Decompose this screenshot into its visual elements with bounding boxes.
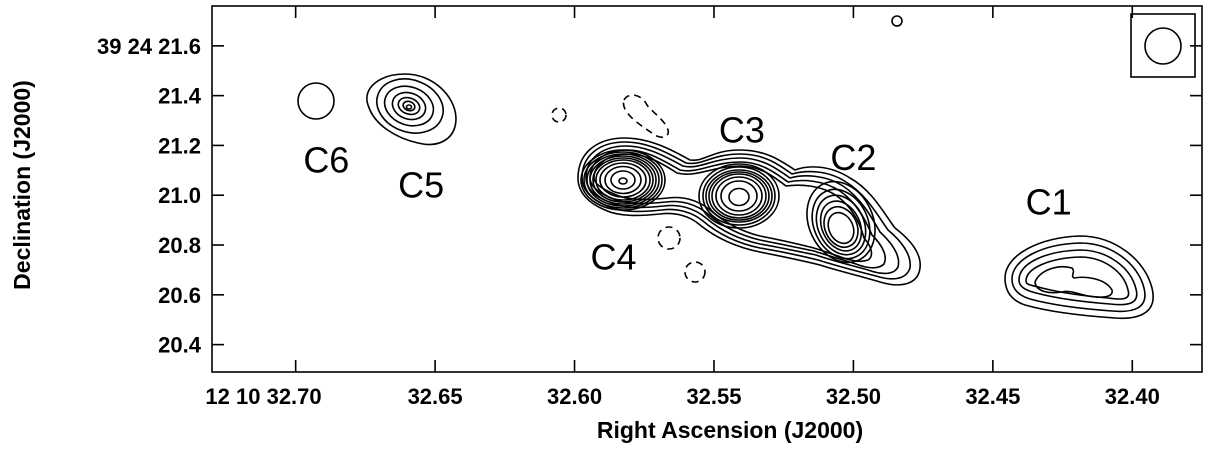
component-label-c6: C6 [303, 139, 349, 180]
y-tick-label-0: 39 24 21.6 [97, 34, 201, 59]
y-axis-title: Declination (J2000) [9, 80, 35, 290]
plot-frame [211, 5, 1203, 373]
contours-c6 [297, 82, 335, 120]
x-tick-label-0: 12 10 32.70 [205, 384, 321, 409]
x-tick-label-4: 32.50 [826, 384, 881, 409]
component-label-c1: C1 [1026, 182, 1072, 223]
contours-c1 [1004, 235, 1154, 320]
negative-contours [551, 94, 706, 283]
y-axis-ticks: 39 24 21.6 21.4 21.2 21.0 20.8 20.6 20.4 [97, 34, 1202, 358]
contours-c3 [698, 163, 780, 229]
component-labels: C1 C2 C3 C4 C5 C6 [303, 109, 1071, 277]
component-label-c4: C4 [591, 236, 637, 277]
x-tick-label-6: 32.40 [1105, 384, 1160, 409]
component-label-c2: C2 [830, 137, 876, 178]
y-tick-label-5: 20.6 [158, 283, 201, 308]
y-tick-label-1: 21.4 [158, 84, 202, 109]
y-tick-label-6: 20.4 [158, 333, 202, 358]
component-label-c3: C3 [719, 109, 765, 150]
beam-box [1130, 13, 1196, 78]
x-axis-title: Right Ascension (J2000) [597, 417, 863, 443]
x-tick-label-2: 32.60 [547, 384, 602, 409]
y-tick-label-2: 21.2 [158, 133, 201, 158]
contours-c2 [806, 180, 876, 264]
y-tick-label-4: 20.8 [158, 233, 201, 258]
contours-c5 [366, 73, 457, 146]
component-label-c5: C5 [398, 164, 444, 205]
x-tick-label-3: 32.55 [686, 384, 741, 409]
x-tick-label-5: 32.45 [965, 384, 1020, 409]
x-axis-ticks: 12 10 32.70 32.65 32.60 32.55 32.50 32.45 32.4… [205, 6, 1160, 409]
small-contour-top [891, 15, 903, 27]
y-tick-label-3: 21.0 [158, 183, 201, 208]
contours-jet [577, 137, 921, 286]
x-tick-label-1: 32.65 [408, 384, 463, 409]
contours-c4 [580, 149, 666, 211]
